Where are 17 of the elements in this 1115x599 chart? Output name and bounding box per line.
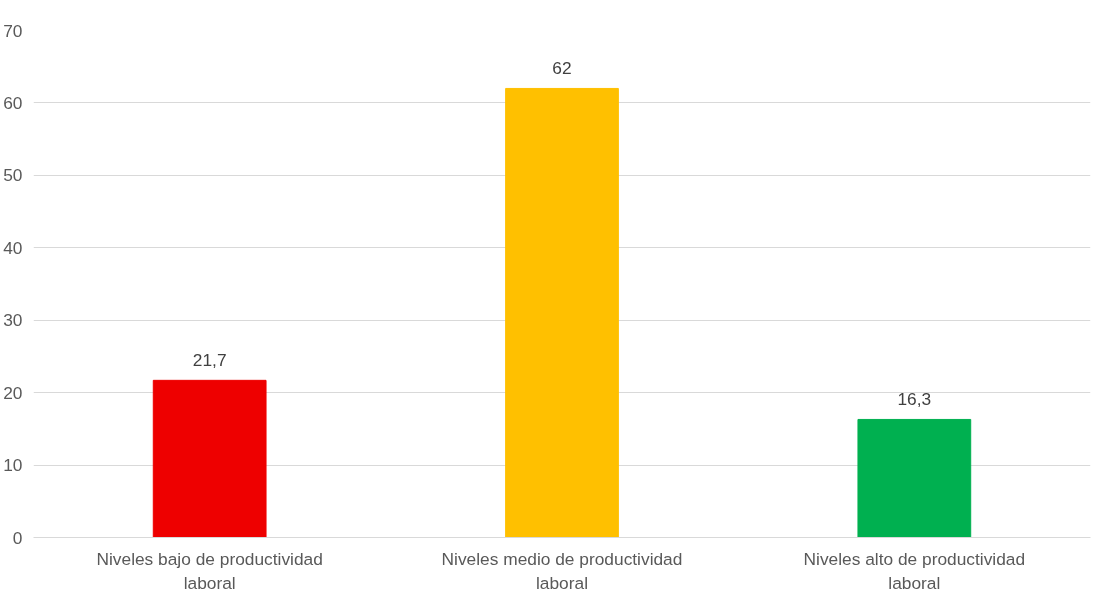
y-tick-label: 0 [12, 527, 23, 548]
data-label: 21,7 [192, 350, 227, 371]
y-tick-label: 50 [3, 165, 23, 186]
y-tick-label: 70 [3, 20, 23, 41]
y-tick-label: 10 [3, 455, 23, 476]
data-label: 62 [552, 58, 572, 79]
bar [505, 87, 619, 538]
x-tick-label: Niveles medio de productividad laboral [441, 548, 683, 593]
data-label: 16,3 [897, 389, 932, 410]
y-tick-label: 40 [3, 237, 23, 258]
bar [857, 418, 972, 538]
y-tick-label: 60 [3, 92, 23, 113]
y-tick-label: 20 [3, 382, 23, 403]
y-tick-label: 30 [3, 310, 23, 331]
x-tick-label: Niveles alto de productividad laboral [803, 548, 1026, 593]
bar [152, 379, 267, 538]
x-tick-label: Niveles bajo de productividad laboral [96, 548, 323, 593]
